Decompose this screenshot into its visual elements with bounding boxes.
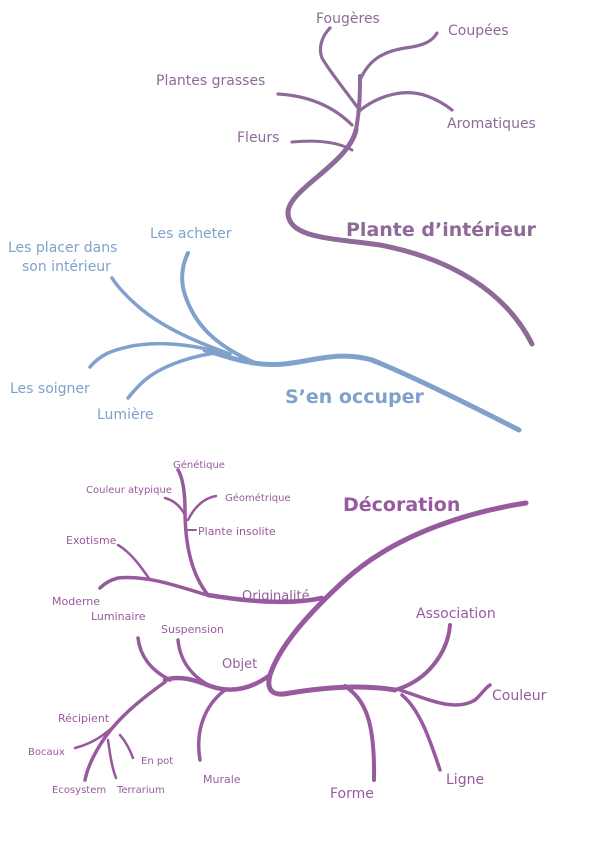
label-genetique: Génétique [173, 459, 225, 471]
label-fougeres: Fougères [316, 11, 380, 27]
plants-mind-map: Plante d’intérieur Fougères Coupées Plan… [156, 11, 536, 347]
branch-forme [343, 684, 377, 782]
branch-soigner [88, 341, 217, 369]
label-plante-insolite: Plante insolite [198, 525, 276, 538]
branch-geometrique [186, 494, 218, 522]
branch-objet [162, 672, 273, 692]
branch-recipient [83, 680, 167, 782]
branch-fougeres [318, 26, 360, 110]
branch-plantes-grasses [276, 92, 354, 127]
label-bocaux: Bocaux [28, 747, 65, 758]
label-ecosystem: Ecosystem [52, 785, 106, 796]
label-murale: Murale [203, 773, 241, 786]
branch-suspension [176, 638, 212, 688]
plants-main-branch [285, 127, 535, 347]
branch-originalite-up [176, 468, 210, 597]
branch-couleur [398, 683, 492, 707]
branch-couleur-atypique [163, 496, 187, 517]
label-couleur-atypique: Couleur atypique [86, 485, 172, 496]
branch-exotisme [116, 543, 152, 582]
label-originalite: Originalité [242, 589, 310, 604]
branch-fleurs [290, 139, 354, 152]
label-placer-line2: son intérieur [22, 259, 111, 275]
branch-luminaire [136, 636, 172, 682]
branch-en-pot [118, 733, 135, 760]
branch-placer [110, 276, 232, 356]
branch-originalite [205, 592, 325, 605]
deco-title: Décoration [343, 494, 460, 516]
label-terrarium: Terrarium [116, 785, 165, 796]
label-lumiere: Lumière [97, 407, 154, 423]
label-placer-line1: Les placer dans [8, 240, 117, 256]
branch-acheter [180, 251, 257, 365]
plants-title: Plante d’intérieur [346, 219, 536, 241]
label-en-pot: En pot [141, 756, 173, 767]
branch-lumiere [126, 351, 217, 400]
label-geometrique: Géométrique [225, 492, 291, 504]
label-coupees: Coupées [448, 23, 509, 39]
branch-bocaux [73, 726, 114, 750]
label-soigner: Les soigner [10, 381, 90, 397]
branch-coupees [358, 31, 439, 82]
label-aromatiques: Aromatiques [447, 116, 536, 132]
label-exotisme: Exotisme [66, 534, 117, 547]
label-couleur: Couleur [492, 688, 547, 704]
plants-stem-upper [354, 74, 362, 132]
branch-murale [197, 688, 227, 762]
label-fleurs: Fleurs [237, 130, 279, 146]
label-luminaire: Luminaire [91, 610, 146, 623]
deco-mind-map: Décoration Originalité Génétique Couleur… [28, 459, 547, 802]
label-objet: Objet [222, 657, 257, 672]
label-ligne: Ligne [446, 772, 484, 788]
label-recipient: Récipient [58, 712, 110, 725]
branch-terrarium [106, 738, 118, 780]
branch-association [393, 623, 452, 692]
care-mind-map: S’en occuper Les acheter Les placer dans… [8, 226, 522, 433]
care-main-branch [202, 347, 522, 433]
deco-main-branch [266, 500, 529, 697]
label-moderne: Moderne [52, 595, 100, 608]
label-forme: Forme [330, 786, 374, 802]
label-association: Association [416, 606, 496, 622]
label-plantes-grasses: Plantes grasses [156, 73, 265, 89]
branch-exotisme-moderne [98, 575, 212, 598]
branch-ligne [400, 693, 442, 772]
branch-aromatiques [356, 91, 454, 114]
label-suspension: Suspension [161, 623, 224, 636]
care-title: S’en occuper [285, 386, 425, 408]
label-acheter: Les acheter [150, 226, 232, 242]
